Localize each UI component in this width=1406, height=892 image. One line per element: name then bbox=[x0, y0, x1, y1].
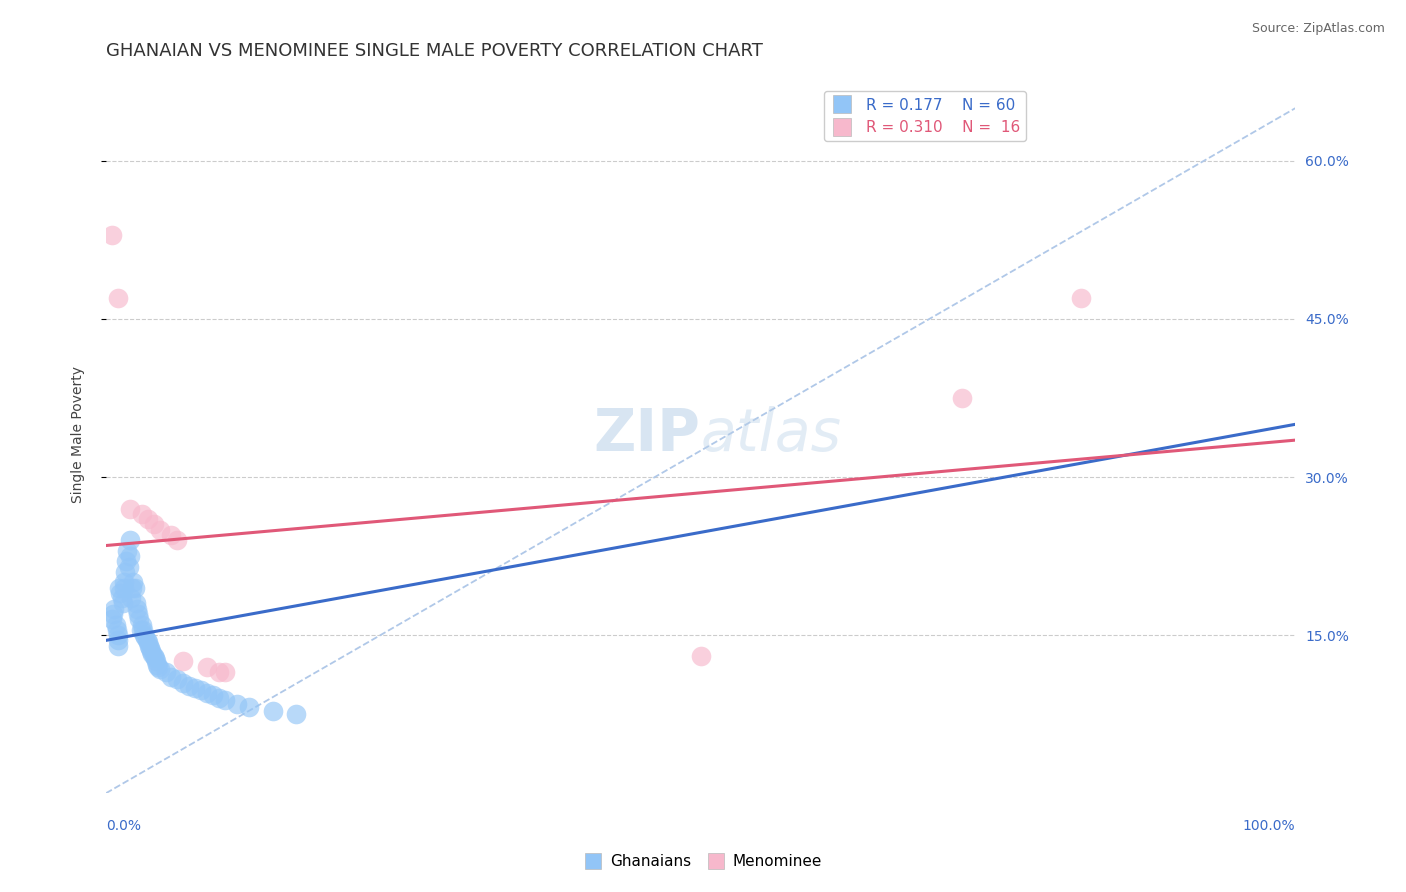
Point bbox=[1070, 291, 1092, 305]
Point bbox=[262, 704, 284, 718]
Point bbox=[134, 628, 156, 642]
Point bbox=[107, 628, 129, 642]
Point bbox=[118, 549, 141, 563]
Point bbox=[118, 533, 141, 548]
Point bbox=[120, 591, 142, 606]
Point bbox=[179, 679, 201, 693]
Point bbox=[143, 651, 166, 665]
Point bbox=[172, 655, 194, 669]
Point bbox=[214, 693, 236, 707]
Point bbox=[115, 554, 138, 568]
Point bbox=[114, 565, 136, 579]
Point bbox=[135, 633, 157, 648]
Point bbox=[108, 581, 131, 595]
Point bbox=[131, 507, 153, 521]
Point bbox=[225, 697, 247, 711]
Point bbox=[136, 512, 159, 526]
Text: atlas: atlas bbox=[700, 407, 842, 463]
Point bbox=[101, 227, 124, 242]
Point bbox=[139, 640, 162, 655]
Point bbox=[141, 644, 163, 658]
Point bbox=[103, 607, 125, 621]
Point bbox=[125, 601, 148, 615]
Legend: Ghanaians, Menominee: Ghanaians, Menominee bbox=[578, 848, 828, 875]
Point bbox=[128, 612, 150, 626]
Point bbox=[238, 699, 260, 714]
Point bbox=[132, 623, 155, 637]
Point bbox=[689, 649, 711, 664]
Point bbox=[160, 670, 183, 684]
Point bbox=[141, 647, 163, 661]
Text: GHANAIAN VS MENOMINEE SINGLE MALE POVERTY CORRELATION CHART: GHANAIAN VS MENOMINEE SINGLE MALE POVERT… bbox=[105, 42, 763, 60]
Text: Source: ZipAtlas.com: Source: ZipAtlas.com bbox=[1251, 22, 1385, 36]
Y-axis label: Single Male Poverty: Single Male Poverty bbox=[72, 367, 86, 503]
Point bbox=[285, 707, 308, 722]
Text: ZIP: ZIP bbox=[593, 407, 700, 463]
Point bbox=[155, 665, 177, 679]
Point bbox=[121, 581, 143, 595]
Point bbox=[136, 635, 159, 649]
Point bbox=[118, 559, 141, 574]
Point bbox=[142, 649, 165, 664]
Point bbox=[129, 623, 152, 637]
Point bbox=[117, 543, 139, 558]
Point bbox=[202, 688, 225, 702]
Point bbox=[190, 682, 212, 697]
Point bbox=[148, 659, 170, 673]
Point bbox=[195, 659, 218, 673]
Point bbox=[131, 617, 153, 632]
Point bbox=[107, 639, 129, 653]
Point bbox=[104, 617, 127, 632]
Point bbox=[110, 586, 132, 600]
Point bbox=[105, 623, 128, 637]
Point bbox=[107, 291, 129, 305]
Point bbox=[160, 528, 183, 542]
Point bbox=[122, 575, 145, 590]
Point bbox=[107, 633, 129, 648]
Point bbox=[134, 630, 156, 644]
Point bbox=[142, 517, 165, 532]
Point bbox=[214, 665, 236, 679]
Point bbox=[172, 675, 194, 690]
Point bbox=[112, 575, 135, 590]
Point bbox=[149, 523, 172, 537]
Point bbox=[208, 665, 231, 679]
Point bbox=[138, 639, 160, 653]
Text: 0.0%: 0.0% bbox=[105, 820, 141, 833]
Point bbox=[950, 391, 973, 405]
Point bbox=[145, 655, 167, 669]
Point bbox=[127, 607, 149, 621]
Point bbox=[124, 581, 146, 595]
Point bbox=[149, 662, 172, 676]
Point bbox=[166, 673, 188, 687]
Point bbox=[103, 601, 125, 615]
Point bbox=[112, 581, 135, 595]
Point bbox=[166, 533, 188, 548]
Point bbox=[125, 597, 148, 611]
Point bbox=[101, 612, 124, 626]
Point bbox=[146, 657, 169, 672]
Point bbox=[111, 597, 134, 611]
Point bbox=[184, 681, 207, 695]
Point bbox=[208, 691, 231, 706]
Point bbox=[118, 501, 141, 516]
Text: 100.0%: 100.0% bbox=[1243, 820, 1295, 833]
Legend: R = 0.177    N = 60, R = 0.310    N =  16: R = 0.177 N = 60, R = 0.310 N = 16 bbox=[824, 91, 1026, 141]
Point bbox=[110, 591, 132, 606]
Point bbox=[195, 686, 218, 700]
